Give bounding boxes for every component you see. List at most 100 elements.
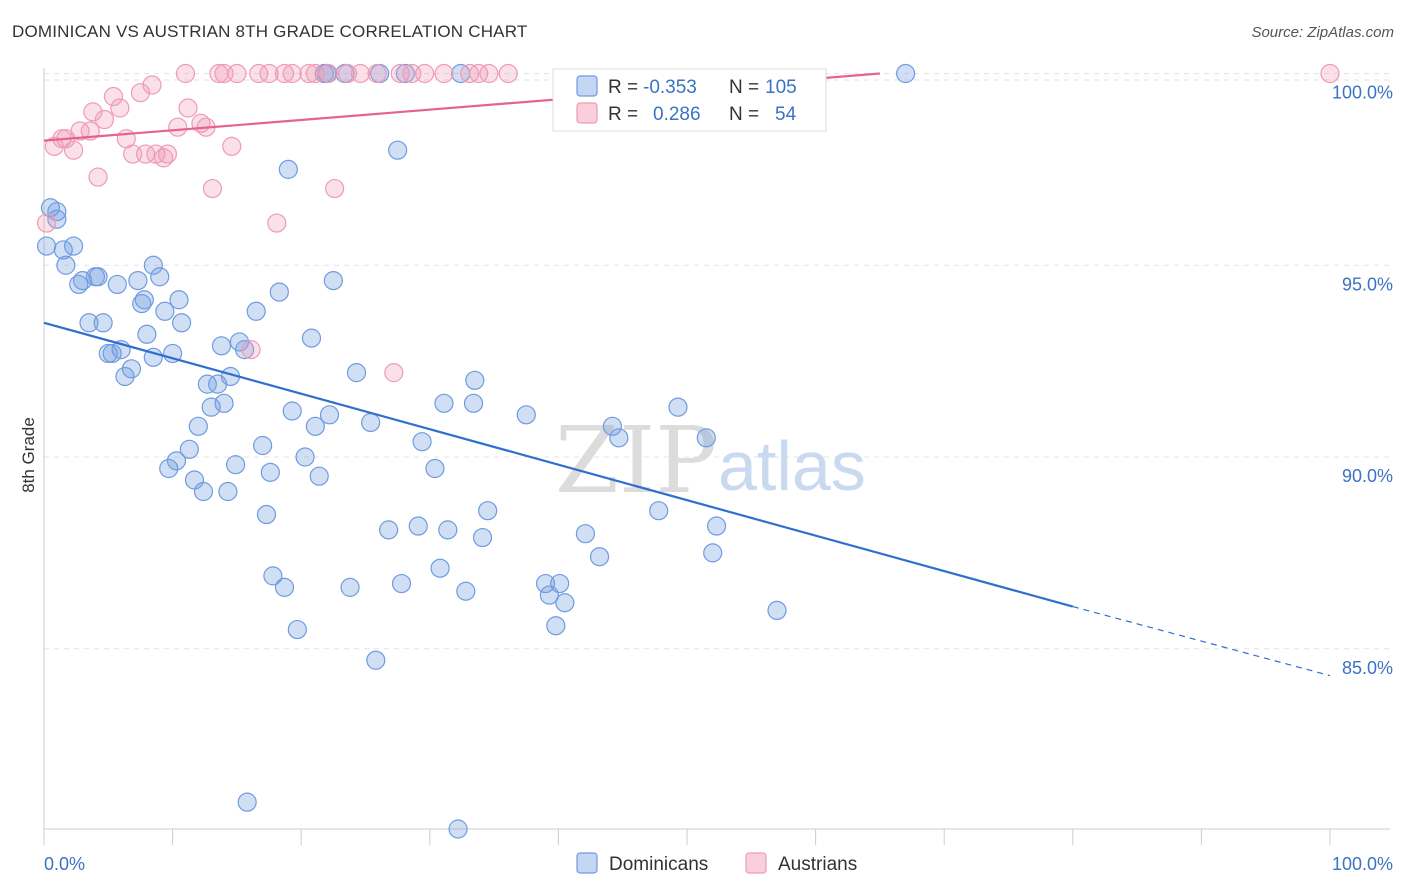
austrian-point [63,140,84,160]
tick-labels: 85.0% 90.0% 95.0% 100.0% 0.0% 100.0% [44,83,1393,874]
dominican-point [478,501,498,521]
trend-line-dominicans-extension [1072,605,1331,677]
dominican-point [323,270,343,291]
dominican-point [56,255,76,275]
dominican-point [319,405,340,425]
dominican-point [143,255,163,275]
austrian-point [168,117,188,137]
austrian-point [175,63,196,84]
dominican-point [309,466,329,486]
dominican-point [896,63,916,84]
dominican-point [301,328,322,348]
austrian-point [325,178,345,199]
y-tick-label: 90.0% [1342,466,1393,486]
austrian-point [299,63,319,84]
dominican-point [668,397,688,417]
austrian-point [498,63,518,84]
series-austrians-points [36,63,1340,383]
dominican-point [93,313,113,333]
austrian-point [222,136,242,156]
series-dominicans-points [36,63,916,839]
austrian-point [135,144,156,164]
dominican-point [263,566,283,586]
y-tick-label: 95.0% [1342,274,1393,294]
austrian-point [110,98,130,118]
dominican-point [172,313,192,333]
dominican-point [121,359,142,379]
austrian-point [282,63,302,84]
dominican-point [226,455,246,475]
dominican-point [535,573,556,594]
dominican-point [193,481,214,502]
austrian-point [1320,63,1340,84]
legend-swatch-dominicans [576,75,598,97]
dominican-point [169,290,189,310]
dominican-point [115,366,135,387]
dominican-point [425,458,445,479]
dominican-point [696,428,716,448]
dominican-point [201,397,221,417]
dominican-point [235,340,255,360]
watermark-atlas: atlas [718,427,866,505]
austrian-point [153,148,174,168]
dominican-point [340,577,360,597]
legend-r-value-dominicans: -0.353 [643,77,697,98]
bottom-legend-swatch-austrians [745,852,767,874]
chart-title: DOMINICAN VS AUSTRIAN 8TH GRADE CORRELAT… [12,22,528,41]
austrian-point [249,63,269,84]
dominican-point [69,274,89,295]
austrian-point [469,63,489,84]
austrian-point [36,213,57,233]
austrian-point [94,109,115,130]
dominican-point [516,405,536,425]
dominican-point [88,267,108,287]
dominican-point [649,501,669,521]
dominican-point [412,432,432,452]
legend-n-value-dominicans: 105 [765,77,797,98]
dominican-point [256,504,277,525]
bottom-legend-label-austrians: Austrians [778,854,857,875]
dominican-point [137,324,157,344]
austrian-point [479,63,499,84]
austrian-point [142,75,162,95]
dominican-point [408,516,428,536]
dominican-point [269,282,289,302]
dominican-point [434,393,454,413]
austrian-point [350,63,370,84]
dominican-point [465,370,485,390]
dominican-point [179,439,199,459]
austrian-point [415,63,435,84]
austrian-point [367,63,387,84]
dominican-point [79,313,99,333]
dominican-point [53,240,73,260]
x-tick-label: 100.0% [1332,854,1393,874]
dominican-point [472,527,493,548]
austrian-point [178,98,198,118]
dominican-point [36,236,57,256]
bottom-legend-swatch-dominicans [576,852,598,874]
legend-n-value-austrians: 54 [775,104,797,125]
legend-n-label-austrians: N = [729,104,759,125]
series-legend: Dominicans Austrians [576,852,857,875]
legend-r-label-austrians: R = [608,104,638,125]
dominican-point [246,301,266,321]
dominican-point [438,520,458,540]
austrian-point [83,102,103,122]
dominican-point [211,336,232,356]
dominican-point [214,393,234,413]
austrian-point [103,86,124,107]
dominican-point [295,447,315,467]
austrian-point [130,83,151,103]
dominican-point [767,600,787,621]
dominican-point [589,547,610,567]
austrian-point [434,63,454,84]
dominican-point [575,524,596,544]
austrian-point [274,63,295,84]
dominican-point [237,792,257,812]
austrian-point [202,178,223,199]
dominican-point [134,290,154,310]
y-tick-label: 100.0% [1332,83,1393,103]
dominican-point [703,543,723,563]
dominican-point [379,520,399,540]
